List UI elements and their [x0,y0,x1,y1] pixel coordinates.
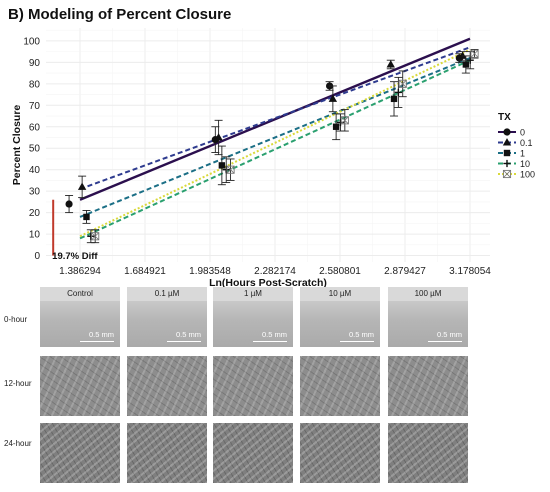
scale-bar [253,341,287,342]
legend-label-0.1: 0.1 [520,138,533,148]
data-point [398,79,407,88]
scale-bar [340,341,374,342]
y-tick-label: 40 [29,165,41,176]
data-point [77,182,87,190]
micrograph-column-header: 100 µM [388,287,468,301]
scale-bar [80,341,114,342]
x-tick-label: 1.386294 [59,266,101,277]
data-point [470,49,479,58]
micrograph-image: 0.5 mm [40,301,120,347]
x-tick-label: 1.983548 [189,266,231,277]
y-tick-label: 90 [29,58,41,69]
scale-bar-label: 0.5 mm [436,330,462,339]
data-point [91,232,100,241]
x-tick-label: 2.580801 [319,266,361,277]
y-tick-label: 30 [29,187,41,198]
micrograph-image [40,423,120,483]
micrograph-image [127,356,207,416]
micrograph-column-header: Control [40,287,120,301]
micrograph-row-label: 12-hour [4,379,32,388]
legend-marker-1 [503,149,511,157]
x-axis-label: Ln(Hours Post-Scratch) [209,277,327,289]
legend-label-10: 10 [520,159,530,169]
data-point [214,133,223,141]
y-tick-label: 100 [23,36,40,47]
x-tick-label: 1.684921 [124,266,166,277]
data-point [340,116,349,125]
micrograph-image [40,356,120,416]
micrograph-image [300,423,380,483]
scale-bar-label: 0.5 mm [348,330,374,339]
y-axis-label: Percent Closure [11,105,23,186]
data-point [390,95,398,103]
y-tick-label: 20 [29,208,41,219]
legend-marker-0 [503,128,511,136]
micrograph-image [127,423,207,483]
legend-label-100: 100 [520,170,535,180]
data-point [340,116,349,125]
y-tick-label: 0 [34,251,40,262]
legend-marker-100 [502,169,512,179]
micrograph-image: 0.5 mm [213,301,293,347]
diff-annotation: 19.7% Diff [52,251,98,262]
x-tick-label: 3.178054 [449,266,491,277]
data-point [332,123,340,130]
chart-title: B) Modeling of Percent Closure [8,6,232,23]
fit-line-1 [79,57,471,218]
micrograph-image: 0.5 mm [300,301,380,347]
micrograph-image: 0.5 mm [388,301,468,347]
micrograph-image [300,356,380,416]
y-tick-label: 80 [29,79,41,90]
data-point [91,232,100,241]
legend-marker-0.1 [502,138,512,146]
data-point [458,51,467,59]
y-tick-label: 60 [29,122,41,133]
data-point [226,165,235,174]
micrograph-column-header: 10 µM [300,287,380,301]
scale-bar-label: 0.5 mm [175,330,201,339]
legend-label-0: 0 [520,128,525,138]
micrograph-image [213,356,293,416]
data-point [386,60,395,68]
y-tick-label: 50 [29,144,41,155]
data-point [398,79,407,88]
scale-bar-label: 0.5 mm [88,330,114,339]
data-point [218,162,226,169]
fit-line-0 [79,37,471,201]
micrograph-column-header: 1 µM [213,287,293,301]
micrograph-image [213,423,293,483]
scale-bar [167,341,201,342]
scale-bar [428,341,462,342]
scale-bar-label: 0.5 mm [261,330,287,339]
x-tick-label: 2.282174 [254,266,296,277]
data-point [226,165,235,174]
legend-title: TX [498,112,511,123]
data-point [83,213,90,221]
data-point [462,61,470,68]
legend-marker-100 [503,170,511,178]
x-tick-label: 2.879427 [384,266,426,277]
micrograph-panel: Control 0.1 µM 1 µM 10 µM 100 µM 0-hour 0.5 mm… [0,287,550,492]
micrograph-image: 0.5 mm [127,301,207,347]
data-point [470,49,479,58]
legend-label-1: 1 [520,149,525,159]
plot-panel [46,28,490,262]
y-tick-label: 70 [29,101,41,112]
micrograph-column-header: 0.1 µM [127,287,207,301]
data-point [65,200,73,208]
data-point [328,94,338,102]
micrograph-row-label: 0-hour [4,315,28,324]
y-tick-label: 10 [29,230,41,241]
micrograph-image [388,423,468,483]
micrograph-image [388,356,468,416]
micrograph-row-label: 24-hour [4,439,32,448]
